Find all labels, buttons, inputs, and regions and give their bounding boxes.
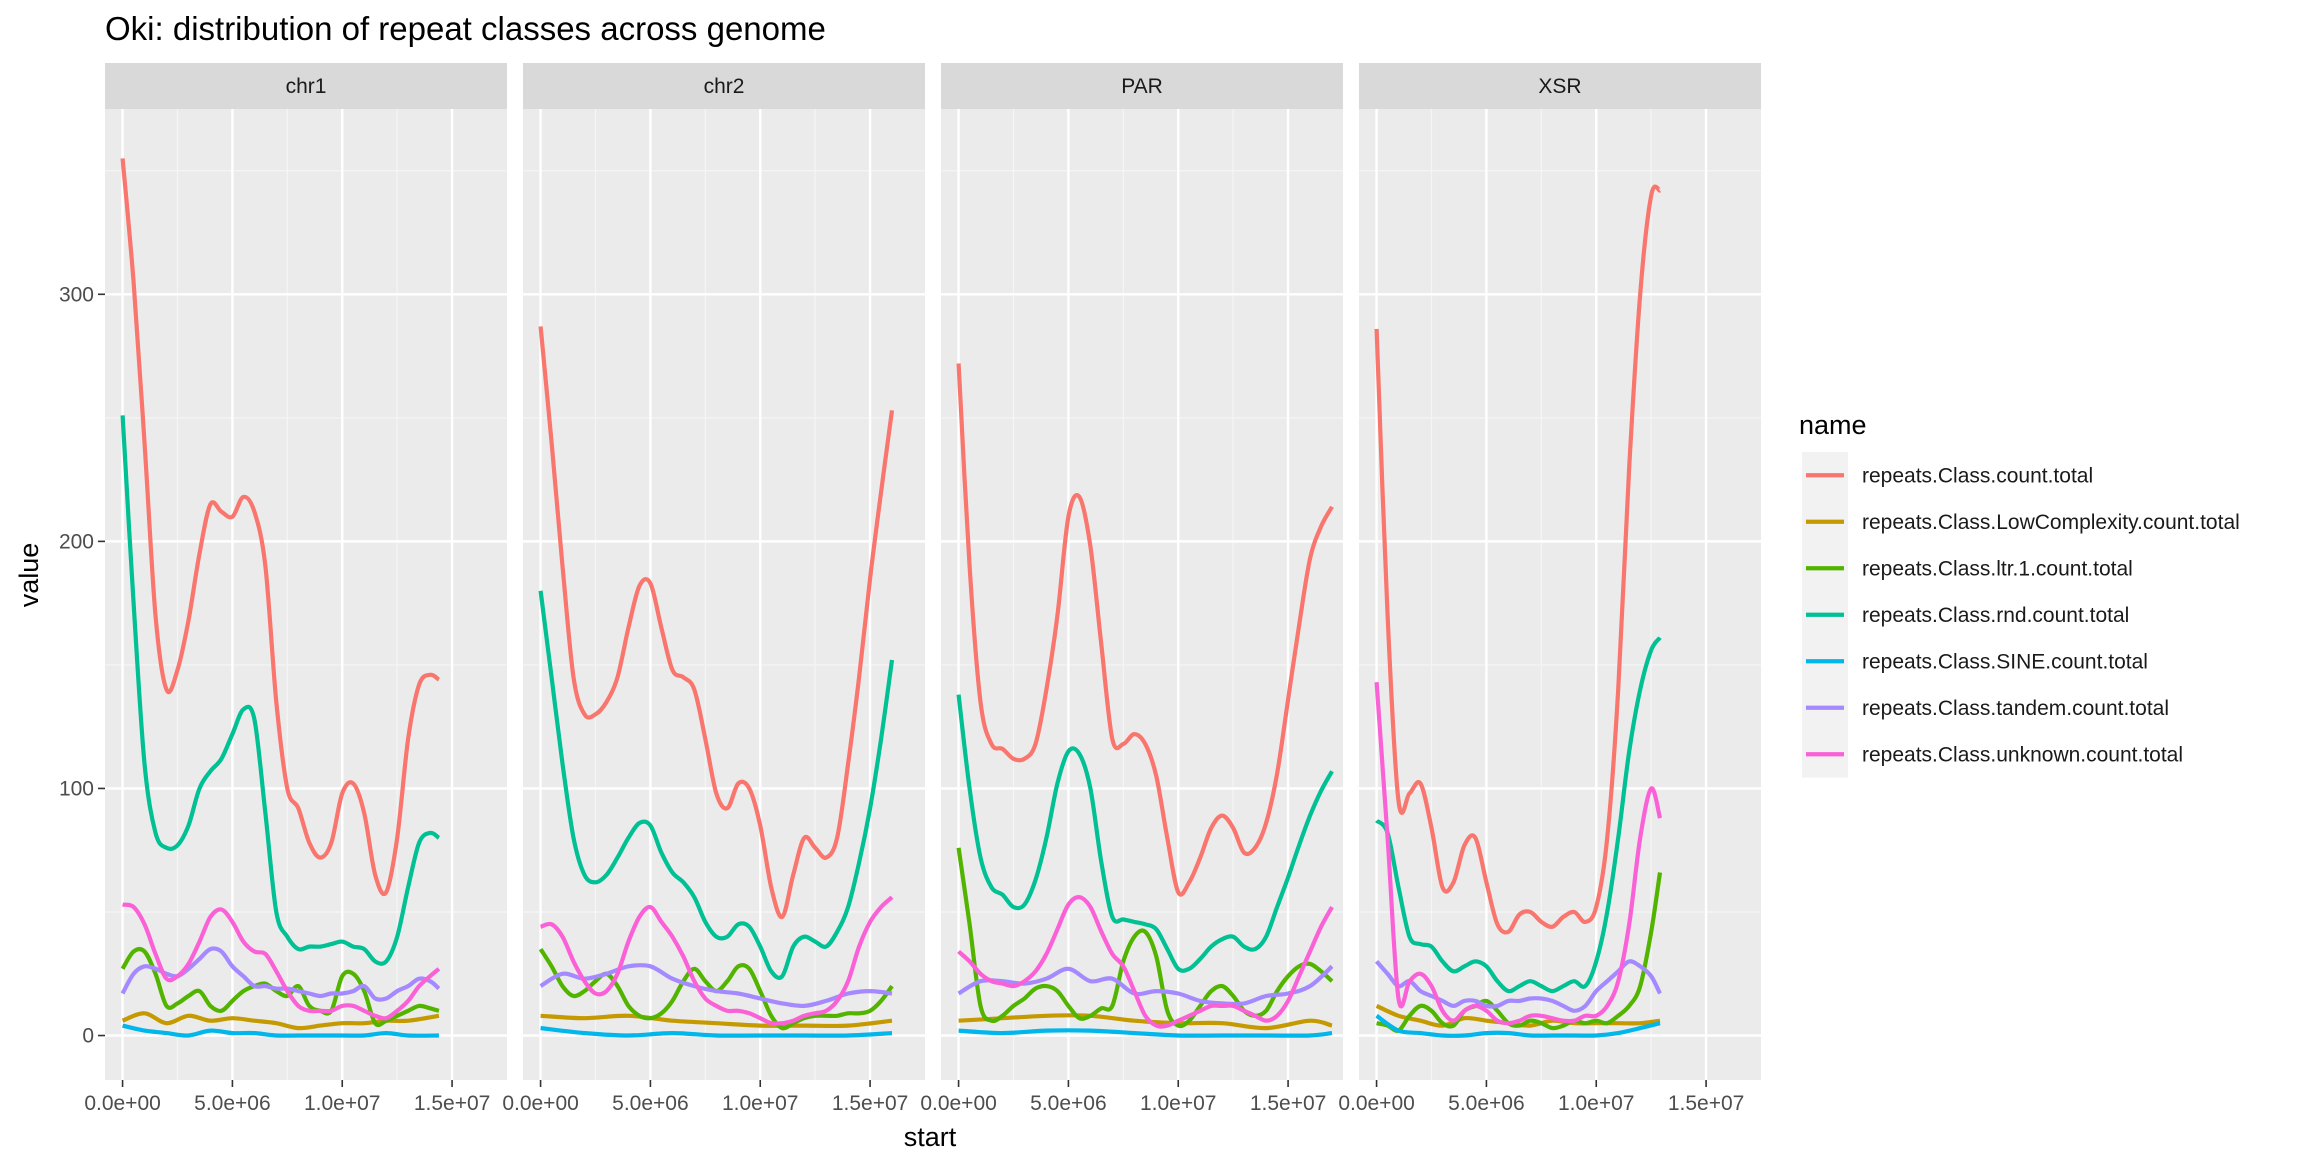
series-line-repeats-class-tandem-count-total — [1375, 959, 1662, 1013]
facet-label: chr2 — [704, 75, 745, 98]
legend-item: repeats.Class.SINE.count.total — [1802, 638, 2148, 685]
x-tick-label: 1.0e+07 — [1140, 1092, 1217, 1115]
panel-background — [1359, 109, 1761, 1080]
series-line-repeats-class-count-total — [1374, 184, 1663, 935]
series-line-repeats-class-unknown-count-total — [539, 895, 894, 1026]
x-tick-label: 0.0e+00 — [84, 1092, 161, 1115]
series-line-repeats-class-unknown-count-total — [957, 895, 1334, 1029]
facet-label: XSR — [1538, 75, 1581, 98]
panels-layer: chr1 0.0e+00 5.0e+06 1.0e+07 1.5e+07 chr2 0.0e… — [84, 63, 1761, 1115]
series-line-repeats-class-rnd-count-total — [538, 590, 895, 980]
x-tick-label: 1.5e+07 — [1250, 1092, 1327, 1115]
legend-label: repeats.Class.LowComplexity.count.total — [1862, 511, 2240, 534]
facet-strip — [1359, 63, 1761, 109]
facet-strip — [941, 63, 1343, 109]
panel-background — [941, 109, 1343, 1080]
series-line-repeats-class-sine-count-total — [540, 1026, 893, 1038]
series-line-repeats-class-count-total — [538, 326, 895, 920]
y-tick-label: 100 — [59, 777, 94, 800]
series-line-repeats-class-unknown-count-total — [122, 902, 441, 1021]
x-tick-label: 0.0e+00 — [920, 1092, 997, 1115]
x-tick-label: 1.0e+07 — [304, 1092, 381, 1115]
panel-chr2: chr2 0.0e+00 5.0e+06 1.0e+07 1.5e+07 — [502, 63, 925, 1115]
chart-title: Oki: distribution of repeat classes acro… — [105, 10, 826, 47]
legend-item: repeats.Class.unknown.count.total — [1802, 731, 2183, 778]
series-line-repeats-class-rnd-count-total — [956, 694, 1334, 973]
series-line-repeats-class-lowcomplexity-count-total — [540, 1013, 893, 1029]
series-line-repeats-class-ltr-1-count-total — [956, 847, 1334, 1029]
x-tick-label: 0.0e+00 — [1338, 1092, 1415, 1115]
series-line-repeats-class-lowcomplexity-count-total — [121, 1011, 440, 1031]
facet-strip — [105, 63, 507, 109]
legend-item: repeats.Class.rnd.count.total — [1802, 591, 2129, 638]
legend-label: repeats.Class.tandem.count.total — [1862, 697, 2169, 720]
legend-item: repeats.Class.count.total — [1802, 452, 2093, 499]
x-tick-label: 1.5e+07 — [832, 1092, 909, 1115]
series-line-repeats-class-sine-count-total — [958, 1028, 1333, 1038]
panel-xsr: XSR 0.0e+00 5.0e+06 1.0e+07 1.5e+07 — [1338, 63, 1761, 1115]
legend-title: name — [1799, 410, 1867, 440]
legend-label: repeats.Class.ltr.1.count.total — [1862, 557, 2133, 580]
series-line-repeats-class-sine-count-total — [122, 1023, 439, 1038]
x-tick-label: 5.0e+06 — [1448, 1092, 1525, 1115]
x-tick-label: 5.0e+06 — [1030, 1092, 1107, 1115]
series-line-repeats-class-unknown-count-total — [1374, 682, 1663, 1026]
x-tick-label: 5.0e+06 — [194, 1092, 271, 1115]
y-axis-title: value — [14, 543, 44, 608]
series-line-repeats-class-rnd-count-total — [1375, 636, 1662, 994]
panel-background — [105, 109, 507, 1080]
x-tick-label: 0.0e+00 — [502, 1092, 579, 1115]
x-tick-label: 1.0e+07 — [722, 1092, 799, 1115]
facet-label: chr1 — [286, 75, 327, 98]
legend-item: repeats.Class.tandem.count.total — [1802, 684, 2169, 731]
series-line-repeats-class-count-total — [956, 363, 1334, 897]
series-line-repeats-class-ltr-1-count-total — [1376, 872, 1663, 1033]
legend-label: repeats.Class.count.total — [1862, 464, 2093, 487]
series-line-repeats-class-count-total — [120, 158, 441, 897]
y-tick-label: 200 — [59, 530, 94, 553]
legend-label: repeats.Class.rnd.count.total — [1862, 604, 2129, 627]
x-axis-title: start — [904, 1122, 957, 1152]
legend-item: repeats.Class.ltr.1.count.total — [1802, 545, 2133, 592]
legend-item: repeats.Class.LowComplexity.count.total — [1802, 498, 2240, 545]
facet-label: PAR — [1121, 75, 1163, 98]
x-tick-label: 1.0e+07 — [1558, 1092, 1635, 1115]
x-tick-label: 1.5e+07 — [414, 1092, 491, 1115]
panel-background — [523, 109, 925, 1080]
x-tick-label: 5.0e+06 — [612, 1092, 689, 1115]
legend-label: repeats.Class.SINE.count.total — [1862, 650, 2148, 673]
facet-strip — [523, 63, 925, 109]
x-tick-label: 1.5e+07 — [1668, 1092, 1745, 1115]
panel-par: PAR 0.0e+00 5.0e+06 1.0e+07 1.5e+07 — [920, 63, 1343, 1115]
y-tick-label: 0 — [82, 1025, 94, 1048]
y-tick-label: 300 — [59, 283, 94, 306]
legend: name repeats.Class.count.total repeats.Cla… — [1799, 410, 2240, 778]
legend-label: repeats.Class.unknown.count.total — [1862, 743, 2183, 766]
series-line-repeats-class-ltr-1-count-total — [120, 946, 440, 1028]
series-line-repeats-class-tandem-count-total — [539, 963, 893, 1009]
series-line-repeats-class-sine-count-total — [1375, 1014, 1661, 1038]
series-line-repeats-class-rnd-count-total — [120, 415, 441, 966]
panel-chr1: chr1 0.0e+00 5.0e+06 1.0e+07 1.5e+07 — [84, 63, 507, 1115]
y-axis: 0 100 200 300 — [59, 283, 105, 1048]
series-line-repeats-class-lowcomplexity-count-total — [958, 1013, 1333, 1031]
